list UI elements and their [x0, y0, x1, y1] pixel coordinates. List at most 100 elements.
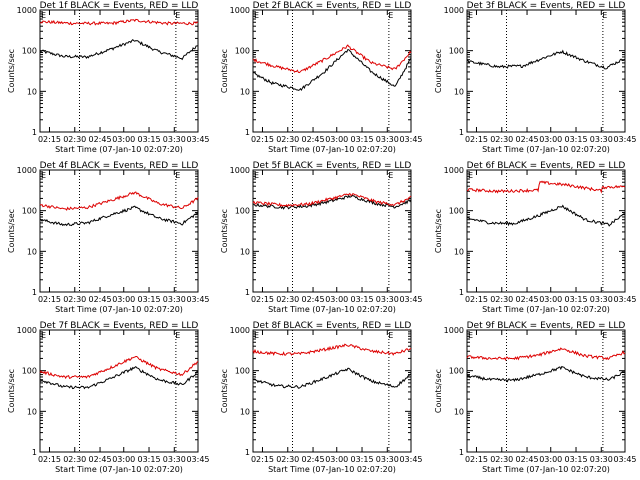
x-tick-label: 03:30: [376, 135, 399, 144]
y-tick-label: 1: [32, 128, 37, 137]
event-marker-label: E: [175, 11, 180, 20]
x-tick-label: 02:45: [89, 135, 112, 144]
x-tick-label: 02:45: [516, 455, 539, 464]
x-tick-label: 03:00: [112, 135, 135, 144]
x-tick-label: 03:45: [399, 455, 422, 464]
y-axis-label: Counts/sec: [434, 49, 443, 93]
x-tick-label: 03:15: [137, 455, 160, 464]
y-axis-label: Counts/sec: [7, 49, 16, 93]
series-lld-line: [252, 343, 412, 357]
y-tick-label: 1: [245, 128, 250, 137]
plot-frame: [466, 9, 626, 133]
y-tick-label: 10: [454, 407, 464, 416]
y-tick-label: 10: [240, 87, 250, 96]
event-marker-label: E: [41, 11, 46, 20]
y-tick-label: 1000: [17, 326, 37, 335]
y-axis-label: Counts/sec: [220, 209, 229, 253]
x-tick-label: 02:30: [490, 295, 513, 304]
chart-panel-7: Det 7f BLACK = Events, RED = LLD 1 10 100 10…: [7, 321, 210, 474]
event-marker-label: E: [468, 11, 473, 20]
series-lld-line: [39, 356, 199, 380]
event-marker-label: E: [254, 171, 259, 180]
x-tick-label: 02:15: [465, 135, 488, 144]
plot-frame: [39, 329, 199, 453]
y-tick-label: 10: [454, 87, 464, 96]
x-axis-label: Start Time (07-Jan-10 02:07:20): [268, 465, 396, 474]
x-tick-label: 03:45: [613, 135, 636, 144]
x-tick-label: 03:00: [325, 295, 348, 304]
x-axis-label: Start Time (07-Jan-10 02:07:20): [55, 305, 183, 314]
chart-panel-2: Det 2f BLACK = Events, RED = LLD 1 10 100 10…: [220, 1, 423, 154]
x-tick-label: 03:00: [112, 295, 135, 304]
chart-title: Det 4f BLACK = Events, RED = LLD: [40, 161, 199, 171]
chart-title: Det 1f BLACK = Events, RED = LLD: [40, 1, 199, 11]
y-tick-label: 100: [235, 207, 250, 216]
series-events-line: [39, 205, 199, 227]
y-tick-label: 10: [240, 247, 250, 256]
x-tick-label: 02:30: [63, 295, 86, 304]
y-tick-label: 1: [245, 288, 250, 297]
x-axis-label: Start Time (07-Jan-10 02:07:20): [268, 145, 396, 154]
x-tick-label: 03:45: [399, 135, 422, 144]
series-events-line: [39, 366, 199, 390]
event-marker-label: E: [388, 331, 393, 340]
x-tick-label: 03:00: [539, 135, 562, 144]
event-marker-label: E: [175, 331, 180, 340]
x-tick-label: 03:45: [613, 455, 636, 464]
y-tick-label: 1000: [444, 326, 464, 335]
x-tick-label: 02:45: [516, 295, 539, 304]
event-marker-label: E: [602, 171, 607, 180]
y-axis-label: Counts/sec: [7, 209, 16, 253]
chart-panel-5: Det 5f BLACK = Events, RED = LLD 1 10 100 10…: [220, 161, 423, 314]
x-tick-label: 02:15: [38, 135, 61, 144]
x-tick-label: 03:15: [137, 135, 160, 144]
y-axis-label: Counts/sec: [220, 49, 229, 93]
x-tick-label: 02:45: [302, 135, 325, 144]
plot-frame: [39, 9, 199, 133]
x-tick-label: 02:30: [63, 135, 86, 144]
x-axis-label: Start Time (07-Jan-10 02:07:20): [482, 305, 610, 314]
x-tick-label: 03:30: [590, 455, 613, 464]
chart-title: Det 7f BLACK = Events, RED = LLD: [40, 321, 199, 331]
chart-panel-1: Det 1f BLACK = Events, RED = LLD 1 10 100 10…: [7, 1, 210, 154]
event-marker-label: E: [602, 11, 607, 20]
x-tick-label: 02:15: [251, 455, 274, 464]
x-tick-label: 03:30: [163, 455, 186, 464]
x-tick-label: 03:15: [137, 295, 160, 304]
y-tick-label: 1: [459, 448, 464, 457]
y-tick-label: 100: [235, 47, 250, 56]
x-tick-label: 03:15: [564, 455, 587, 464]
x-tick-label: 03:15: [350, 455, 373, 464]
y-tick-label: 10: [27, 87, 37, 96]
series-lld-line: [252, 44, 412, 74]
event-marker-label: E: [468, 331, 473, 340]
chart-panel-9: Det 9f BLACK = Events, RED = LLD 1 10 100 10…: [434, 321, 637, 474]
y-tick-label: 1000: [17, 166, 37, 175]
x-tick-label: 03:30: [163, 295, 186, 304]
x-tick-label: 02:30: [63, 455, 86, 464]
x-axis-label: Start Time (07-Jan-10 02:07:20): [482, 465, 610, 474]
x-tick-label: 02:30: [490, 455, 513, 464]
event-marker-label: E: [41, 171, 46, 180]
y-tick-label: 100: [235, 367, 250, 376]
x-tick-label: 03:45: [399, 295, 422, 304]
y-tick-label: 100: [449, 47, 464, 56]
x-tick-label: 03:15: [350, 135, 373, 144]
event-marker-label: E: [175, 171, 180, 180]
y-tick-label: 1: [245, 448, 250, 457]
chart-panel-8: Det 8f BLACK = Events, RED = LLD 1 10 100 10…: [220, 321, 423, 474]
x-axis-label: Start Time (07-Jan-10 02:07:20): [55, 465, 183, 474]
plot-frame: [252, 329, 412, 453]
series-events-line: [39, 39, 198, 61]
x-tick-label: 02:15: [251, 295, 274, 304]
x-tick-label: 02:30: [276, 135, 299, 144]
y-axis-label: Counts/sec: [434, 369, 443, 413]
x-tick-label: 03:30: [376, 295, 399, 304]
x-tick-label: 02:30: [276, 455, 299, 464]
chart-title: Det 5f BLACK = Events, RED = LLD: [253, 161, 412, 171]
y-tick-label: 1000: [230, 6, 250, 15]
x-tick-label: 02:30: [490, 135, 513, 144]
y-tick-label: 1000: [230, 166, 250, 175]
y-tick-label: 1000: [444, 6, 464, 15]
y-tick-label: 100: [449, 207, 464, 216]
